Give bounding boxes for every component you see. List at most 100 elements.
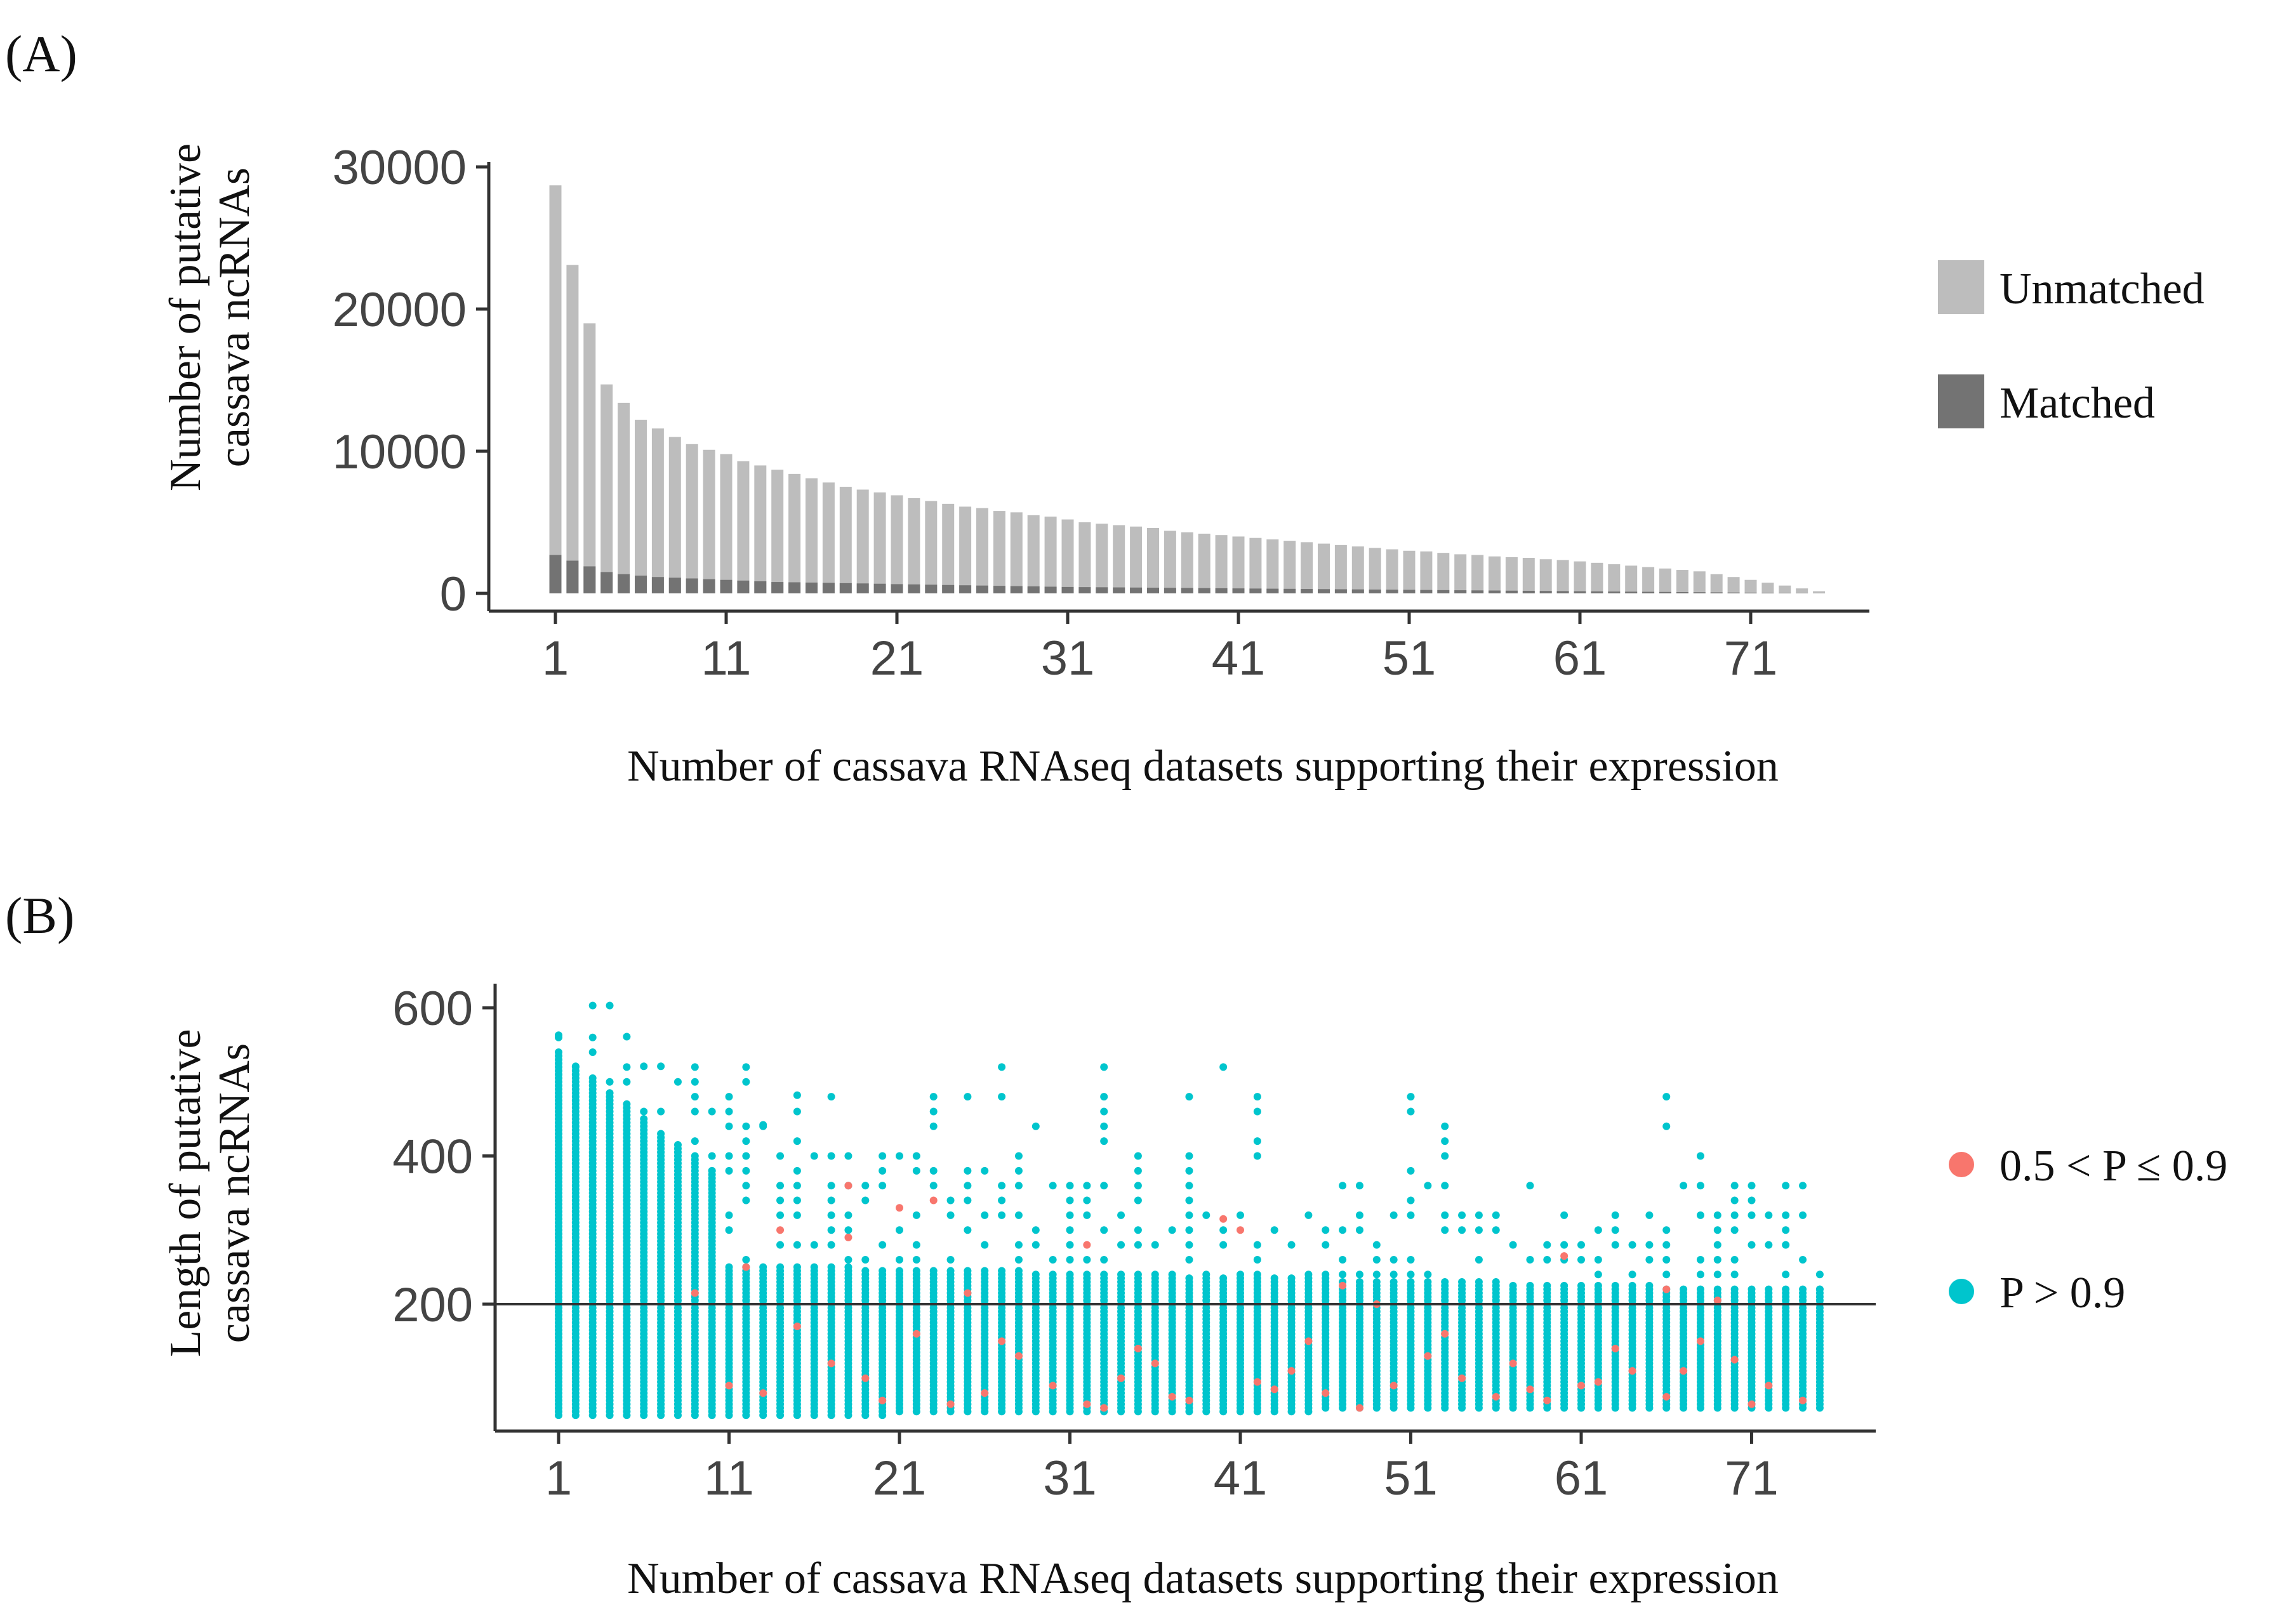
point-medium-p [1577,1382,1585,1390]
point-high-p [793,1107,801,1116]
point-high-p [1765,1285,1773,1293]
point-high-p [1662,1226,1671,1234]
point-high-p [1628,1241,1636,1249]
x-tick-label: 31 [1041,631,1095,685]
bar-unmatched [1454,554,1467,593]
point-high-p [1730,1226,1739,1234]
bar-unmatched [788,473,801,593]
point-high-p [1355,1226,1363,1234]
point-high-p [946,1255,955,1264]
point-medium-p [1049,1382,1057,1390]
point-high-p [1441,1211,1449,1219]
bar-matched [1266,588,1279,593]
point-high-p [879,1267,887,1275]
bar-unmatched [1044,517,1057,593]
point-high-p [1662,1093,1671,1101]
point-high-p [1594,1255,1602,1264]
point-high-p [1185,1093,1193,1101]
point-high-p [1304,1271,1313,1279]
point-high-p [1322,1271,1330,1279]
point-high-p [1748,1285,1756,1293]
point-high-p [1509,1281,1517,1290]
point-high-p [1765,1241,1773,1249]
point-medium-p [776,1226,785,1234]
point-high-p [606,1078,614,1086]
point-high-p [1713,1226,1721,1234]
panel-a-y-axis-title-line2: cassava ncRNAs [210,168,259,467]
point-high-p [861,1182,870,1190]
bar-matched [942,584,955,593]
point-high-p [673,1078,682,1086]
bar-unmatched [1027,515,1040,593]
bar-unmatched [1232,536,1245,593]
panel-a-legend: Unmatched Matched [1938,260,2205,428]
point-high-p [1492,1211,1500,1219]
point-high-p [1066,1241,1074,1249]
x-tick-label: 31 [1043,1451,1097,1505]
point-medium-p [964,1289,972,1297]
point-high-p [1066,1196,1074,1205]
point-medium-p [759,1389,767,1397]
point-medium-p [998,1337,1006,1345]
bar-unmatched [668,437,681,593]
bar-matched [1283,588,1296,593]
point-high-p [1543,1255,1551,1264]
bar-matched [583,566,596,593]
bar-matched [1693,592,1706,593]
point-medium-p [1134,1345,1142,1353]
bar-matched [771,582,784,593]
point-high-p [673,1140,682,1149]
y-tick-label: 10000 [333,425,467,479]
bar-unmatched [1676,570,1688,593]
point-high-p [1475,1211,1483,1219]
point-high-p [776,1263,785,1271]
point-high-p [1372,1255,1381,1264]
point-high-p [1100,1226,1108,1234]
point-high-p [742,1152,750,1160]
point-medium-p [1270,1385,1278,1394]
point-high-p [946,1267,955,1275]
legend-swatch-matched [1938,374,1984,428]
point-high-p [1441,1152,1449,1160]
point-medium-p [1560,1252,1569,1260]
point-high-p [725,1122,733,1130]
point-high-p [588,1074,597,1082]
point-high-p [981,1241,989,1249]
point-high-p [1730,1255,1739,1264]
bar-unmatched [1437,553,1450,593]
point-high-p [998,1182,1006,1190]
bar-unmatched [1096,524,1108,593]
point-high-p [1696,1211,1704,1219]
point-medium-p [844,1182,852,1190]
point-high-p [1662,1271,1671,1279]
bar-matched [1198,588,1210,593]
point-high-p [742,1196,750,1205]
point-medium-p [1237,1226,1244,1234]
point-medium-p [742,1263,750,1271]
point-high-p [1355,1182,1363,1190]
point-high-p [810,1241,818,1249]
point-high-p [1441,1122,1449,1130]
point-medium-p [1287,1367,1296,1375]
point-high-p [912,1255,920,1264]
panel-a-y-axis-title-line1: Number of putative [161,143,210,491]
point-high-p [1799,1285,1807,1293]
bar-unmatched [856,489,869,593]
bar-matched [1164,588,1176,593]
point-high-p [1185,1241,1193,1249]
point-high-p [1730,1196,1739,1205]
point-medium-p [896,1204,903,1212]
point-high-p [1237,1211,1244,1219]
point-high-p [912,1211,920,1219]
point-high-p [640,1062,648,1071]
point-high-p [1782,1211,1790,1219]
bar-matched [1505,590,1518,593]
point-high-p [827,1182,835,1190]
point-high-p [1782,1226,1790,1234]
bar-matched [1044,586,1057,593]
point-high-p [1185,1182,1193,1190]
point-high-p [1748,1211,1756,1219]
point-medium-p [1492,1392,1500,1401]
bar-unmatched [1813,591,1826,593]
